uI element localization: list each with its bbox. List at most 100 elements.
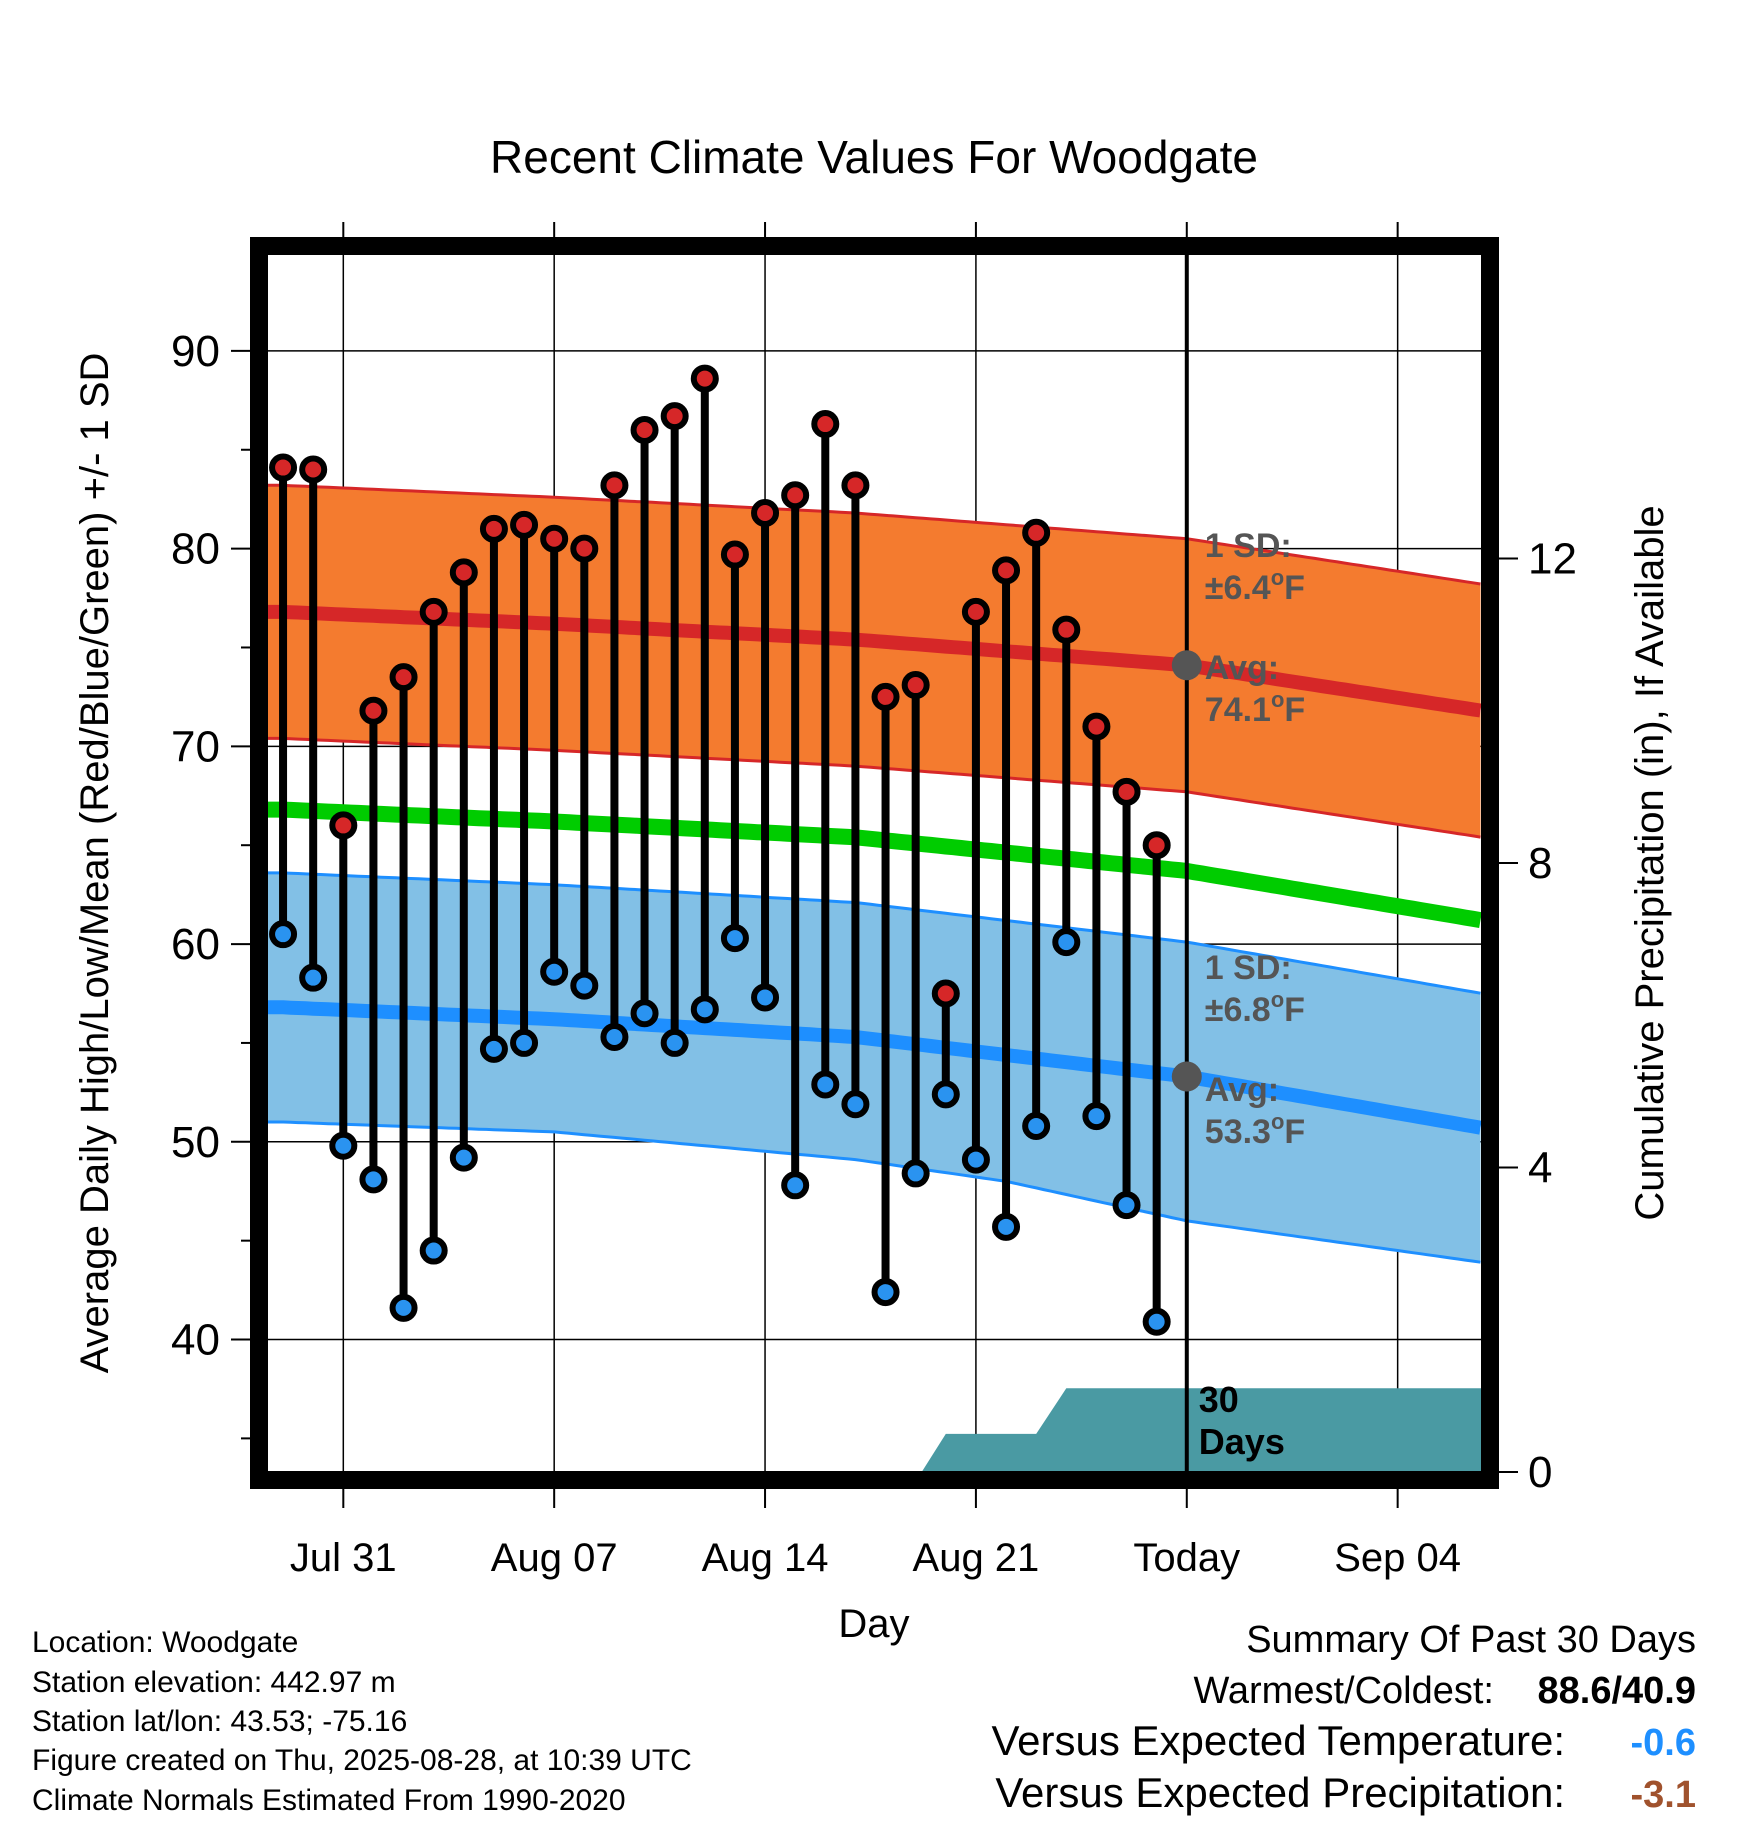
- y-tick-label: 90: [171, 327, 220, 376]
- daily-low-point: [1142, 1307, 1171, 1336]
- summary-precip-value: -3.1: [1631, 1774, 1696, 1816]
- daily-high-point: [751, 499, 780, 528]
- daily-high-point: [600, 471, 629, 500]
- today-normal-low-dot: [1171, 1061, 1202, 1092]
- daily-low-point: [931, 1080, 960, 1109]
- daily-low-point: [992, 1212, 1021, 1241]
- high-sd-note-line2: ±6.4oF: [1205, 565, 1305, 607]
- station-latlon: Station lat/lon: 43.53; -75.16: [32, 1705, 407, 1738]
- y-tick-label: 80: [171, 525, 220, 574]
- low-band-upper-edge: [268, 871, 1481, 995]
- daily-low-point: [570, 971, 599, 1000]
- daily-low-point: [630, 999, 659, 1028]
- daily-low-point: [389, 1293, 418, 1322]
- low-band-lower-edge: [268, 1120, 1481, 1264]
- daily-low-point: [660, 1028, 689, 1057]
- daily-low-point: [1052, 928, 1081, 957]
- today-window-label: 30 Days: [1199, 1379, 1285, 1462]
- x-tick-label: Aug 14: [702, 1536, 829, 1580]
- y2-tick-label: 8: [1528, 839, 1552, 888]
- daily-high-point: [570, 534, 599, 563]
- daily-high-point: [299, 455, 328, 484]
- summary-precip-label: Versus Expected Precipitation:: [995, 1769, 1565, 1816]
- low-sd-note-value: ±6.8: [1205, 991, 1271, 1029]
- high-avg-note-value: 74.1: [1205, 691, 1271, 729]
- daily-low-point: [811, 1070, 840, 1099]
- daily-markers: [269, 364, 1171, 1336]
- daily-low-point: [419, 1236, 448, 1265]
- high-band-lower-edge: [268, 736, 1481, 839]
- y-tick-label: 60: [171, 920, 220, 969]
- daily-high-point: [269, 453, 298, 482]
- daily-low-point: [751, 983, 780, 1012]
- low-avg-note-value: 53.3: [1205, 1113, 1271, 1151]
- daily-low-point: [720, 924, 749, 953]
- daily-low-point: [359, 1165, 388, 1194]
- low-avg-note-unit: F: [1284, 1113, 1305, 1151]
- today-window-label-line: Days: [1199, 1421, 1285, 1462]
- y2-tick-label: 12: [1528, 535, 1577, 584]
- daily-high-point: [720, 540, 749, 569]
- x-tick-label: Sep 04: [1334, 1536, 1461, 1580]
- daily-range-stems: [279, 378, 1161, 1322]
- daily-high-point: [961, 597, 990, 626]
- precipitation-area: [921, 1388, 1482, 1472]
- daily-high-point: [1052, 615, 1081, 644]
- daily-high-point: [841, 471, 870, 500]
- high-avg-note-line1: Avg:: [1205, 649, 1279, 687]
- daily-high-point: [479, 514, 508, 543]
- daily-high-point: [781, 481, 810, 510]
- low-sd-note-degree: o: [1271, 987, 1284, 1012]
- daily-high-point: [540, 524, 569, 553]
- daily-high-point: [1112, 777, 1141, 806]
- daily-low-point: [1112, 1191, 1141, 1220]
- daily-high-point: [660, 402, 689, 431]
- y-axis-label: Average Daily High/Low/Mean (Red/Blue/Gr…: [73, 353, 117, 1374]
- high-sd-note-line1: 1 SD:: [1205, 527, 1292, 565]
- low-sd-note-unit: F: [1284, 991, 1305, 1029]
- y2-tick-label: 0: [1528, 1448, 1552, 1497]
- x-tick-label: Aug 21: [913, 1536, 1040, 1580]
- daily-low-point: [299, 963, 328, 992]
- summary-title: Summary Of Past 30 Days: [1246, 1619, 1696, 1661]
- y-tick-label: 70: [171, 722, 220, 771]
- daily-low-point: [510, 1028, 539, 1057]
- today-window-label-line: 30: [1199, 1379, 1239, 1420]
- chart-title: Recent Climate Values For Woodgate: [490, 131, 1258, 183]
- high-sd-note-value: ±6.4: [1205, 569, 1271, 607]
- daily-high-point: [1022, 518, 1051, 547]
- daily-low-point: [781, 1171, 810, 1200]
- low-avg-note-line2: 53.3oF: [1205, 1109, 1305, 1151]
- daily-low-point: [841, 1090, 870, 1119]
- plot-frame: [250, 237, 1499, 1489]
- daily-low-point: [600, 1023, 629, 1051]
- daily-high-point: [690, 364, 719, 393]
- daily-high-point: [901, 671, 930, 700]
- daily-high-point: [931, 979, 960, 1008]
- summary-temp-label: Versus Expected Temperature:: [991, 1717, 1565, 1764]
- axes: 40 50 60 70 80 90 0 4 8 12 Jul 31 Aug 07 Aug 14 Aug 2…: [171, 222, 1577, 1580]
- summary-temp-value: -0.6: [1631, 1722, 1696, 1764]
- normal-mean-line: [268, 801, 1482, 928]
- x-tick-label: Aug 07: [491, 1536, 618, 1580]
- normal-high-line: [268, 604, 1482, 718]
- x-tick-label: Jul 31: [290, 1536, 397, 1580]
- daily-low-point: [901, 1159, 930, 1188]
- y2-axis-label: Cumulative Precipitation (in), If Availa…: [1628, 505, 1672, 1220]
- daily-low-point: [690, 995, 719, 1024]
- daily-high-point: [329, 811, 358, 840]
- y-tick-label: 40: [171, 1316, 220, 1365]
- daily-low-point: [1022, 1111, 1051, 1140]
- daily-high-point: [1142, 831, 1171, 860]
- high-sd-note-unit: F: [1284, 569, 1305, 607]
- daily-low-point: [329, 1131, 358, 1160]
- daily-high-point: [449, 558, 478, 587]
- low-sd-band: [268, 872, 1481, 1263]
- normal-low-line: [268, 1000, 1482, 1135]
- daily-low-point: [1082, 1102, 1111, 1131]
- daily-low-point: [961, 1145, 990, 1174]
- climate-normals: Climate Normals Estimated From 1990-2020: [32, 1784, 626, 1817]
- daily-high-point: [359, 696, 388, 725]
